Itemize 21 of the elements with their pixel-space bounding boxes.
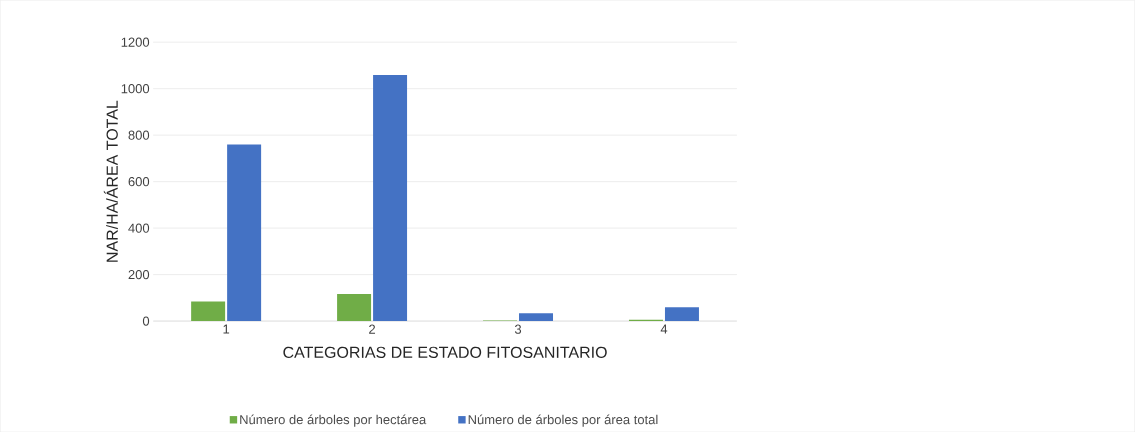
bar [664,307,699,321]
y-tick-label: 1200 [121,37,150,47]
bar [227,144,262,321]
x-axis-title: CATEGORIAS DE ESTADO FITOSANITARIO [283,346,607,358]
bar [191,301,226,321]
x-tick-label: 1 [223,324,230,334]
bar [373,74,408,321]
y-tick-label: 600 [128,176,150,187]
y-tick-label: 400 [128,223,150,233]
x-tick-label: 2 [369,324,376,334]
x-tick-label: 3 [514,324,522,334]
x-tick-label: 4 [660,324,668,334]
y-tick-label: 0 [142,316,150,326]
legend-label: Número de árboles por hectárea [240,414,427,427]
legend-label: Número de árboles por área total [468,414,658,427]
bar [337,293,372,321]
y-tick-label: 800 [128,130,150,140]
y-axis-title: NAR/HA/ÁREA TOTAL [103,100,118,262]
y-tick-label: 200 [128,269,150,280]
y-tick-label: 1000 [121,83,150,94]
bar [519,313,554,321]
